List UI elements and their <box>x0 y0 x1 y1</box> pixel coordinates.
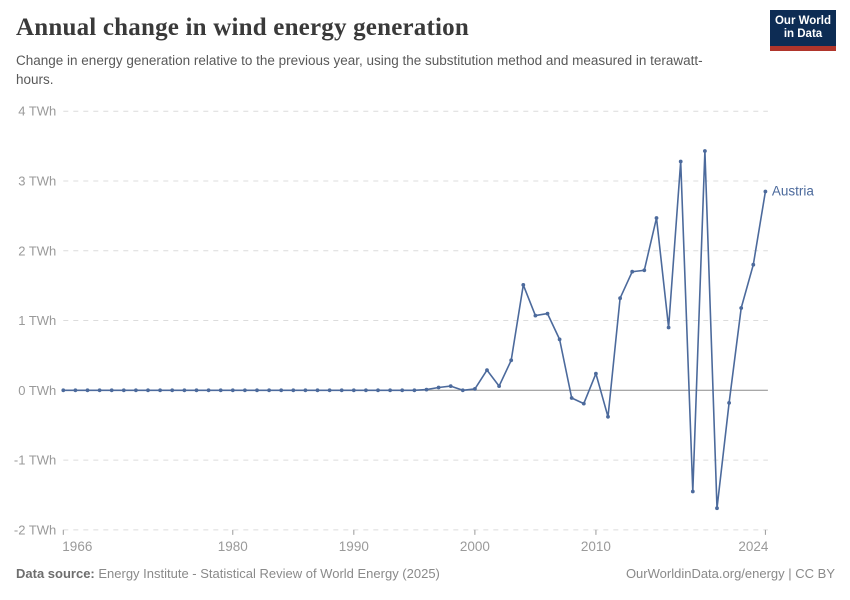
data-point[interactable] <box>376 388 380 393</box>
data-point[interactable] <box>424 387 429 392</box>
data-point[interactable] <box>61 388 66 393</box>
data-point[interactable] <box>412 388 417 393</box>
data-point[interactable] <box>121 388 126 393</box>
x-tick-label: 1990 <box>339 539 369 554</box>
data-point[interactable] <box>618 296 622 301</box>
data-point[interactable] <box>400 388 405 393</box>
y-tick-label: 2 TWh <box>18 243 56 258</box>
data-point[interactable] <box>170 388 175 393</box>
data-point[interactable] <box>473 387 477 391</box>
owid-logo-line2: in Data <box>783 28 823 40</box>
data-point[interactable] <box>703 149 707 153</box>
data-point[interactable] <box>255 388 259 393</box>
data-source-text: Energy Institute - Statistical Review of… <box>94 566 440 581</box>
data-point[interactable] <box>243 388 247 393</box>
data-point[interactable] <box>206 388 211 393</box>
owid-logo[interactable]: Our World in Data <box>770 10 836 51</box>
data-point[interactable] <box>557 337 562 342</box>
data-point[interactable] <box>763 189 768 194</box>
chart-subtitle: Change in energy generation relative to … <box>16 53 703 87</box>
data-point[interactable] <box>182 388 187 393</box>
y-tick-label: 1 TWh <box>18 313 56 328</box>
data-point[interactable] <box>497 384 501 388</box>
y-tick-label: 4 TWh <box>18 104 56 119</box>
data-point[interactable] <box>509 358 514 363</box>
x-tick-label: 2024 <box>738 539 769 554</box>
series-line[interactable] <box>62 150 767 510</box>
data-point[interactable] <box>388 388 392 393</box>
page-title: Annual change in wind energy generation <box>16 14 469 41</box>
data-point[interactable] <box>545 311 550 316</box>
data-point[interactable] <box>146 388 150 393</box>
data-point[interactable] <box>436 385 441 390</box>
data-point[interactable] <box>109 388 114 393</box>
data-point[interactable] <box>194 388 199 393</box>
data-point[interactable] <box>448 384 453 388</box>
data-source-label: Data source: <box>16 566 95 581</box>
x-tick-label: 1966 <box>62 539 92 554</box>
data-point[interactable] <box>303 388 308 393</box>
data-point[interactable] <box>654 216 659 220</box>
data-point[interactable] <box>581 401 586 406</box>
data-point[interactable] <box>642 268 647 273</box>
data-point[interactable] <box>267 388 271 393</box>
x-tick-label: 2000 <box>460 539 490 554</box>
data-point[interactable] <box>230 388 235 393</box>
data-point[interactable] <box>339 388 344 393</box>
chart-footer: Data source: Energy Institute - Statisti… <box>16 566 835 581</box>
data-point[interactable] <box>460 388 465 393</box>
data-point[interactable] <box>97 388 102 393</box>
data-point[interactable] <box>327 388 332 393</box>
data-source: Data source: Energy Institute - Statisti… <box>16 566 440 581</box>
y-tick-label: 0 TWh <box>18 383 56 398</box>
x-tick-label: 2010 <box>581 539 611 554</box>
data-point[interactable] <box>134 388 138 393</box>
y-tick-label: -2 TWh <box>14 522 56 537</box>
data-point[interactable] <box>594 371 598 376</box>
data-point[interactable] <box>218 388 223 393</box>
data-point[interactable] <box>158 388 163 393</box>
data-point[interactable] <box>606 414 610 419</box>
data-point[interactable] <box>739 306 744 310</box>
data-point[interactable] <box>291 388 296 393</box>
data-point[interactable] <box>666 325 671 330</box>
data-point[interactable] <box>364 388 368 393</box>
data-point[interactable] <box>690 489 695 494</box>
data-point[interactable] <box>678 159 683 164</box>
data-point[interactable] <box>279 388 284 393</box>
data-point[interactable] <box>73 388 78 393</box>
y-tick-label: -1 TWh <box>14 453 56 468</box>
data-point[interactable] <box>751 262 756 267</box>
series-label[interactable]: Austria <box>772 183 815 198</box>
data-point[interactable] <box>521 283 526 287</box>
data-point[interactable] <box>485 368 489 372</box>
data-point[interactable] <box>315 388 320 393</box>
data-point[interactable] <box>715 506 719 511</box>
x-tick-label: 1980 <box>218 539 248 554</box>
data-point[interactable] <box>533 313 538 318</box>
data-point[interactable] <box>630 269 635 274</box>
data-point[interactable] <box>569 396 574 400</box>
owid-credit-link[interactable]: OurWorldinData.org/energy | CC BY <box>625 566 835 581</box>
data-point[interactable] <box>351 388 356 393</box>
owid-logo-line1: Our World <box>774 15 831 27</box>
y-tick-label: 3 TWh <box>18 173 56 188</box>
data-point[interactable] <box>85 388 90 393</box>
data-point[interactable] <box>727 401 731 405</box>
